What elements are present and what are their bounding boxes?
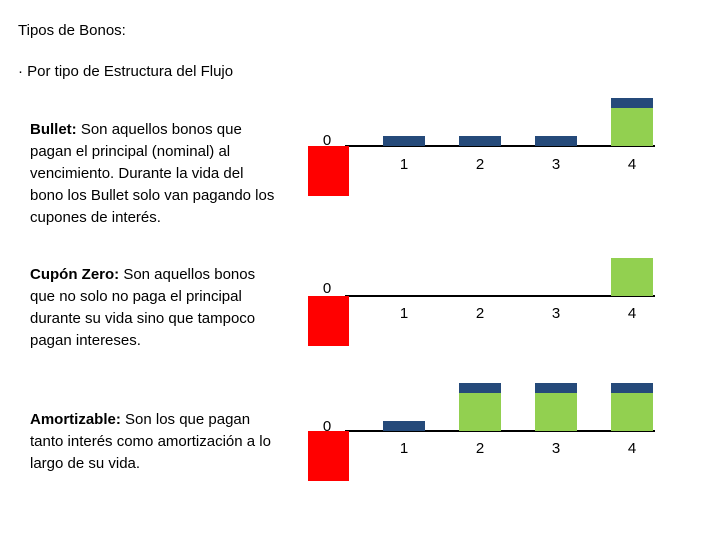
bullet-interest-bar-1 [383, 136, 425, 146]
bullet-initial-outflow-bar [308, 146, 349, 196]
cupon-zero-period-label-0: 0 [323, 280, 331, 297]
cupon-zero-term: Cupón Zero: [30, 266, 120, 283]
amortizable-principal-bar-2 [459, 393, 501, 431]
cupon-zero-principal-bar-4 [611, 258, 653, 296]
amortizable-description: Amortizable: Son los que pagan tanto int… [30, 409, 280, 475]
bullet-interest-bar-2 [459, 136, 501, 146]
amortizable-term: Amortizable: [30, 411, 121, 428]
amortizable-period-label-0: 0 [323, 418, 331, 435]
section-subtitle: · Por tipo de Estructura del Flujo [18, 63, 234, 80]
cupon-zero-initial-outflow-bar [308, 296, 349, 346]
bullet-interest-bar-4 [611, 98, 653, 108]
bullet-period-label-2: 2 [476, 156, 484, 173]
amortizable-interest-bar-3 [535, 383, 577, 393]
bullet-period-label-0: 0 [323, 132, 331, 149]
amortizable-period-label-1: 1 [400, 440, 408, 457]
bullet-interest-bar-3 [535, 136, 577, 146]
cupon-zero-description: Cupón Zero: Son aquellos bonos que no so… [30, 264, 280, 352]
cupon-zero-period-label-3: 3 [552, 305, 560, 322]
amortizable-initial-outflow-bar [308, 431, 349, 481]
bullet-term: Bullet: [30, 121, 77, 138]
cupon-zero-text: Son aquellos bonos que no solo no paga e… [30, 266, 256, 349]
amortizable-text: Son los que pagan tanto interés como amo… [30, 411, 271, 472]
amortizable-interest-bar-2 [459, 383, 501, 393]
amortizable-period-label-4: 4 [628, 440, 636, 457]
bullet-description: Bullet: Son aquellos bonos que pagan el … [30, 119, 280, 229]
cupon-zero-period-label-1: 1 [400, 305, 408, 322]
amortizable-period-label-2: 2 [476, 440, 484, 457]
amortizable-interest-bar-1 [383, 421, 425, 431]
bullet-period-label-1: 1 [400, 156, 408, 173]
amortizable-period-label-3: 3 [552, 440, 560, 457]
amortizable-interest-bar-4 [611, 383, 653, 393]
amortizable-principal-bar-4 [611, 393, 653, 431]
bullet-text: Son aquellos bonos que pagan el principa… [30, 121, 275, 226]
cupon-zero-period-label-4: 4 [628, 305, 636, 322]
page-title: Tipos de Bonos: [18, 22, 126, 39]
bullet-period-label-4: 4 [628, 156, 636, 173]
cupon-zero-period-label-2: 2 [476, 305, 484, 322]
bullet-period-label-3: 3 [552, 156, 560, 173]
amortizable-principal-bar-3 [535, 393, 577, 431]
bullet-principal-bar-4 [611, 108, 653, 146]
